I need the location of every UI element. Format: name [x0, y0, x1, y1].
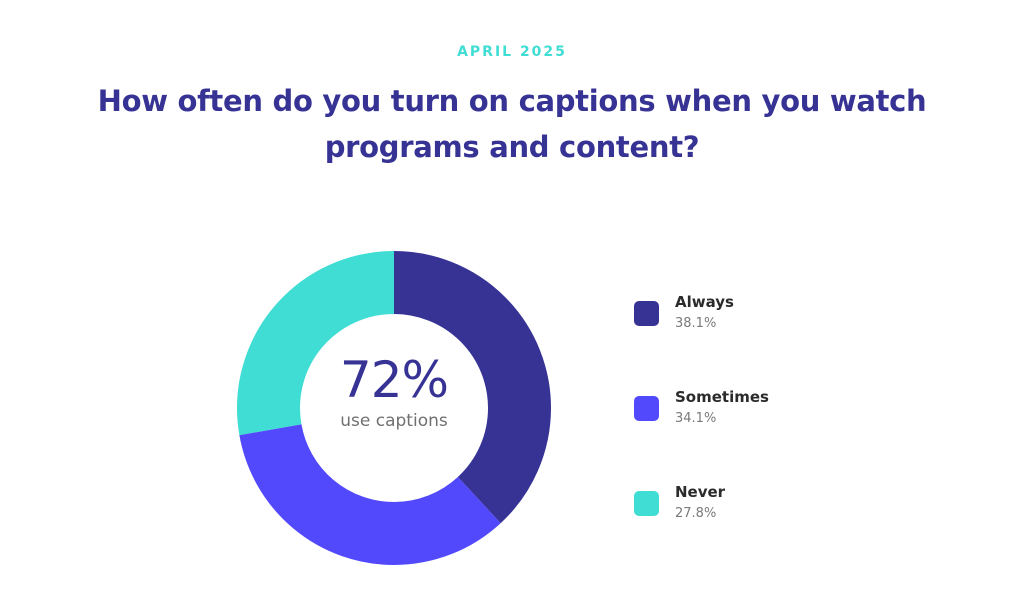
donut-center-label: 72% use captions [300, 352, 488, 432]
legend-swatch-sometimes [634, 396, 659, 421]
legend-value: 27.8% [675, 506, 717, 521]
donut-segment-never[interactable] [237, 251, 551, 565]
legend-value: 34.1% [675, 411, 717, 426]
center-caption: use captions [340, 411, 448, 431]
chart-title: How often do you turn on captions when y… [97, 84, 927, 164]
legend-value: 38.1% [675, 316, 717, 331]
date-eyebrow: APRIL 2025 [457, 44, 567, 60]
donut-chart [237, 251, 551, 565]
legend-label: Never [675, 483, 726, 501]
donut-segment-sometimes[interactable] [237, 251, 551, 565]
center-value: 72% [339, 351, 449, 409]
legend-swatch-always [634, 301, 659, 326]
legend-swatch-never [634, 491, 659, 516]
legend-label: Sometimes [675, 388, 769, 406]
legend-label: Always [675, 293, 734, 311]
